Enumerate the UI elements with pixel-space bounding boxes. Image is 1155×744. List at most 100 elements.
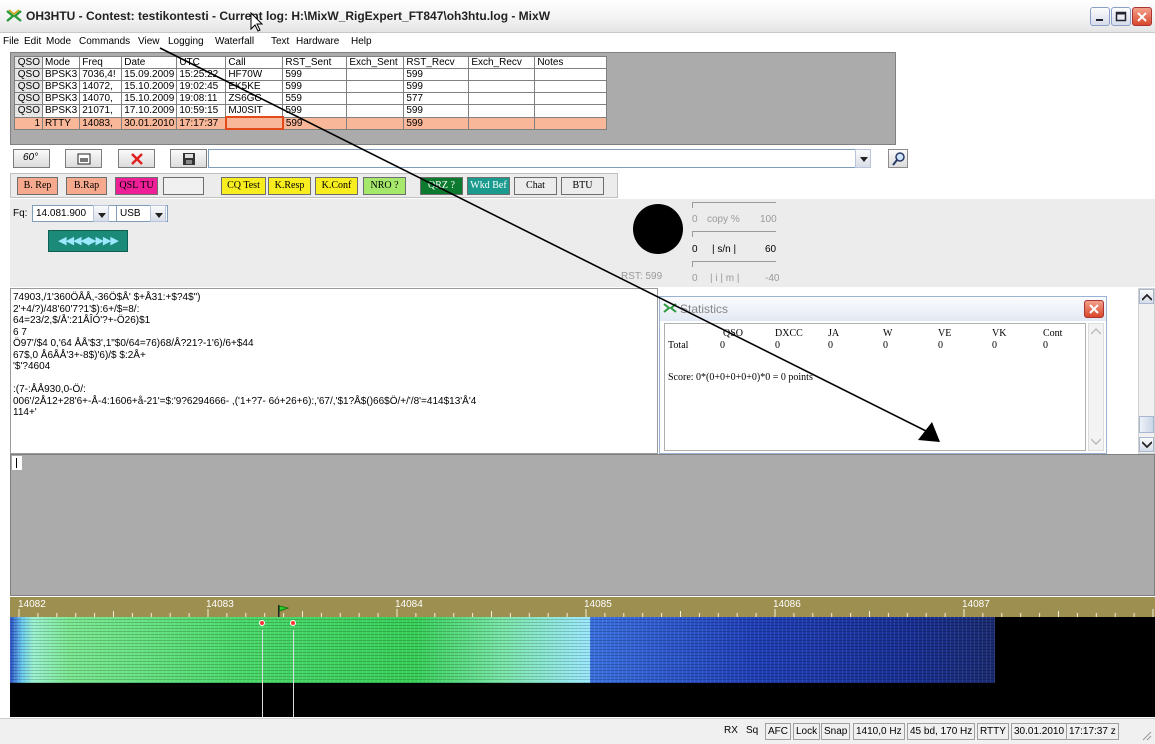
statistics-scrollbar[interactable] bbox=[1088, 323, 1104, 451]
scroll-thumb[interactable] bbox=[1139, 416, 1154, 433]
cell-exch-recv[interactable] bbox=[469, 93, 535, 105]
menu-logging[interactable]: Logging bbox=[168, 36, 204, 47]
col-header-notes[interactable]: Notes bbox=[535, 57, 607, 69]
edit-qso-button[interactable] bbox=[65, 149, 102, 168]
macro-button-wkd-bef[interactable]: Wkd Bef bbox=[467, 177, 510, 195]
cell-utc[interactable]: 15:25:22 bbox=[177, 69, 226, 81]
cell-rst-sent[interactable]: 599 bbox=[283, 117, 347, 129]
cell-rst-sent[interactable]: 599 bbox=[283, 81, 347, 93]
cell-freq[interactable]: 14072, bbox=[80, 81, 122, 93]
cell-exch-recv[interactable] bbox=[469, 117, 535, 129]
statistics-close-button[interactable] bbox=[1084, 300, 1104, 318]
cell-mode[interactable]: BPSK3 bbox=[43, 105, 80, 118]
cell-rst-sent[interactable]: 599 bbox=[283, 105, 347, 118]
menu-text[interactable]: Text bbox=[271, 36, 289, 47]
cell-call[interactable]: ZS6GC bbox=[226, 93, 283, 105]
cell-notes[interactable] bbox=[535, 81, 607, 93]
status-snap[interactable]: Snap bbox=[821, 723, 850, 740]
cell-notes[interactable] bbox=[535, 117, 607, 129]
macro-button-cq-test[interactable]: CQ Test bbox=[221, 177, 266, 195]
cell-date[interactable]: 15.10.2009 bbox=[122, 81, 177, 93]
call-input-cell[interactable] bbox=[226, 117, 283, 129]
command-dropdown-button[interactable] bbox=[855, 149, 871, 168]
col-header-utc[interactable]: UTC bbox=[177, 57, 226, 69]
table-row[interactable]: QSO BPSK3 21071, 17.10.2009 10:59:15 MJ0… bbox=[15, 105, 607, 118]
status-rx[interactable]: RX bbox=[722, 723, 740, 740]
menu-file[interactable]: File bbox=[3, 36, 19, 47]
macro-button-k-resp[interactable]: K.Resp bbox=[268, 177, 311, 195]
tuning-scope[interactable] bbox=[633, 204, 683, 254]
cell-mode[interactable]: BPSK3 bbox=[43, 93, 80, 105]
cell-exch-sent[interactable] bbox=[347, 81, 404, 93]
cell-exch-sent[interactable] bbox=[347, 69, 404, 81]
col-header-date[interactable]: Date bbox=[122, 57, 177, 69]
cell-utc[interactable]: 10:59:15 bbox=[177, 105, 226, 118]
cell-exch-sent[interactable] bbox=[347, 117, 404, 129]
waterfall-display[interactable] bbox=[10, 617, 1155, 717]
status-mode[interactable]: RTTY bbox=[977, 723, 1009, 740]
cell-date[interactable]: 30.01.2010 bbox=[122, 117, 177, 129]
cell-rst-sent[interactable]: 599 bbox=[283, 69, 347, 81]
cell-mode[interactable]: BPSK3 bbox=[43, 81, 80, 93]
cell-rst-recv[interactable]: 599 bbox=[404, 117, 469, 129]
binoculars-button[interactable]: 60° bbox=[13, 149, 50, 168]
cell-exch-recv[interactable] bbox=[469, 81, 535, 93]
status-baud[interactable]: 45 bd, 170 Hz bbox=[907, 723, 975, 740]
cell-exch-sent[interactable] bbox=[347, 105, 404, 118]
receive-scrollbar[interactable] bbox=[1138, 288, 1155, 454]
status-lock[interactable]: Lock bbox=[793, 723, 820, 740]
table-row[interactable]: QSO BPSK3 14070, 15.10.2009 19:08:11 ZS6… bbox=[15, 93, 607, 105]
col-header-mode[interactable]: Mode bbox=[43, 57, 80, 69]
cell-utc[interactable]: 19:02:45 bbox=[177, 81, 226, 93]
maximize-button[interactable] bbox=[1111, 7, 1131, 26]
frequency-dropdown-button[interactable] bbox=[93, 205, 109, 222]
cell-rst-recv[interactable]: 577 bbox=[404, 93, 469, 105]
macro-button-empty[interactable] bbox=[163, 177, 204, 195]
current-qso-row[interactable]: 1 RTTY 14083, 30.01.2010 17:17:37 599 59… bbox=[15, 117, 607, 129]
close-window-button[interactable] bbox=[1132, 7, 1152, 26]
col-header-freq[interactable]: Freq bbox=[80, 57, 122, 69]
macro-button-chat[interactable]: Chat bbox=[514, 177, 557, 195]
resize-grip-icon[interactable] bbox=[1140, 729, 1152, 741]
lookup-button[interactable] bbox=[888, 149, 908, 168]
cell-freq[interactable]: 21071, bbox=[80, 105, 122, 118]
macro-button-b-rep[interactable]: B. Rep bbox=[17, 177, 58, 195]
menu-commands[interactable]: Commands bbox=[79, 36, 130, 47]
col-header-call[interactable]: Call bbox=[226, 57, 283, 69]
statistics-window[interactable]: Statistics QSO DXCC JA W VE VK Cont Tota… bbox=[659, 296, 1107, 454]
menu-waterfall[interactable]: Waterfall bbox=[215, 36, 254, 47]
macro-button-qsl-tu[interactable]: QSL TU bbox=[115, 177, 158, 195]
minimize-button[interactable] bbox=[1090, 7, 1110, 26]
command-input[interactable] bbox=[208, 149, 870, 168]
cell-rst-recv[interactable]: 599 bbox=[404, 69, 469, 81]
cell-date[interactable]: 15.09.2009 bbox=[122, 69, 177, 81]
status-afc[interactable]: AFC bbox=[765, 723, 791, 740]
col-header-exch-recv[interactable]: Exch_Recv bbox=[469, 57, 535, 69]
delete-qso-button[interactable] bbox=[118, 149, 155, 168]
tune-arrows-button[interactable]: ◀◀◀◀▶▶▶▶ bbox=[48, 230, 128, 252]
macro-button-qrz[interactable]: QRZ ? bbox=[420, 177, 463, 195]
macro-button-nro[interactable]: NRO ? bbox=[363, 177, 406, 195]
col-header-rst-recv[interactable]: RST_Recv bbox=[404, 57, 469, 69]
table-row[interactable]: QSO BPSK3 14072, 15.10.2009 19:02:45 EK5… bbox=[15, 81, 607, 93]
scroll-down-button[interactable] bbox=[1139, 437, 1154, 452]
menu-mode[interactable]: Mode bbox=[46, 36, 71, 47]
status-sq[interactable]: Sq bbox=[744, 723, 760, 740]
cell-exch-sent[interactable] bbox=[347, 93, 404, 105]
cell-rst-recv[interactable]: 599 bbox=[404, 105, 469, 118]
menu-help[interactable]: Help bbox=[351, 36, 372, 47]
cell-notes[interactable] bbox=[535, 93, 607, 105]
transmit-text-window[interactable] bbox=[10, 454, 1155, 596]
cell-utc[interactable]: 19:08:11 bbox=[177, 93, 226, 105]
receive-text-window[interactable]: 74903,/1'360ÖÅÅ,-36Ö$Å' $+Å31:+$?4$") 2'… bbox=[10, 288, 658, 454]
col-header-qso[interactable]: QSO bbox=[15, 57, 43, 69]
cell-freq[interactable]: 14083, bbox=[80, 117, 122, 129]
macro-button-b-rap[interactable]: B.Rap bbox=[66, 177, 107, 195]
cell-mode[interactable]: BPSK3 bbox=[43, 69, 80, 81]
statistics-title-bar[interactable]: Statistics bbox=[660, 297, 1106, 321]
log-table[interactable]: QSO Mode Freq Date UTC Call RST_Sent Exc… bbox=[14, 56, 607, 130]
status-audio-freq[interactable]: 1410,0 Hz bbox=[853, 723, 905, 740]
cell-freq[interactable]: 7036,4! bbox=[80, 69, 122, 81]
cell-notes[interactable] bbox=[535, 105, 607, 118]
cell-exch-recv[interactable] bbox=[469, 69, 535, 81]
